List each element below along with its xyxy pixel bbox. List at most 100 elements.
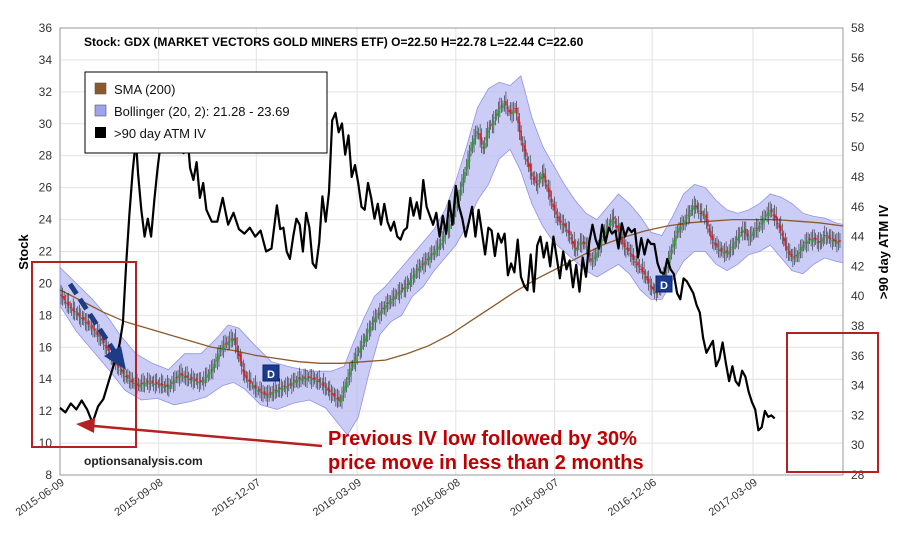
candle-body xyxy=(602,235,604,238)
y-tick-label: 18 xyxy=(39,308,53,322)
y2-tick-label: 40 xyxy=(851,289,865,303)
candle-body xyxy=(763,217,765,223)
candle-body xyxy=(700,211,703,215)
candle-body xyxy=(409,280,412,285)
candle-body xyxy=(365,335,368,341)
candle-body xyxy=(230,338,232,340)
candle-body xyxy=(272,391,275,393)
candle-body xyxy=(634,261,636,263)
candle-body xyxy=(348,372,351,377)
candle-body xyxy=(436,247,439,249)
candle-body xyxy=(158,384,161,387)
candle-body xyxy=(204,377,207,379)
y-tick-label: 36 xyxy=(39,21,53,35)
candle-body xyxy=(289,383,292,385)
candle-body xyxy=(496,113,498,117)
candle-body xyxy=(266,394,269,398)
candle-body xyxy=(561,224,563,226)
candle-body xyxy=(248,379,251,382)
candle-body xyxy=(168,386,170,389)
candle-body xyxy=(625,248,627,250)
candle-body xyxy=(356,354,358,358)
candle-body xyxy=(142,382,144,384)
candle-body xyxy=(152,383,155,385)
candle-body xyxy=(682,222,685,225)
candle-body xyxy=(738,234,741,238)
y2-tick-label: 42 xyxy=(851,259,865,273)
candle-body xyxy=(433,250,436,256)
candle-body xyxy=(325,389,328,391)
candle-body xyxy=(303,376,305,379)
candle-body xyxy=(104,344,106,346)
candle-body xyxy=(321,384,324,386)
candle-body xyxy=(489,124,492,126)
candle-body xyxy=(407,282,410,286)
candle-body xyxy=(243,370,246,377)
candle-body xyxy=(275,390,278,393)
candle-body xyxy=(564,223,566,228)
candle-body xyxy=(591,260,594,263)
candle-body xyxy=(638,265,641,267)
candle-body xyxy=(370,326,372,332)
candle-body xyxy=(530,172,533,177)
candle-body xyxy=(330,393,333,395)
candle-body xyxy=(73,310,76,313)
candle-body xyxy=(127,374,129,379)
candle-body xyxy=(429,256,431,261)
candle-body xyxy=(697,210,700,212)
candle-body xyxy=(464,171,466,179)
candle-body xyxy=(550,198,553,203)
candle-body xyxy=(209,371,211,374)
candle-body xyxy=(233,339,235,341)
candle-body xyxy=(533,176,536,181)
candle-body xyxy=(559,220,562,223)
candle-body xyxy=(263,391,266,395)
candle-body xyxy=(260,391,263,393)
candle-body xyxy=(216,357,219,362)
candle-body xyxy=(432,252,434,255)
candle-body xyxy=(687,214,689,217)
candle-body xyxy=(749,236,752,238)
y-tick-label: 30 xyxy=(39,117,53,131)
candle-body xyxy=(754,229,756,232)
candle-body xyxy=(262,393,264,395)
candle-body xyxy=(394,295,396,300)
candle-body xyxy=(309,376,311,378)
candle-body xyxy=(389,300,392,305)
candle-body xyxy=(403,287,406,291)
candle-body xyxy=(253,385,255,388)
candle-body xyxy=(417,269,419,271)
candle-body xyxy=(600,239,603,246)
candle-body xyxy=(75,313,78,315)
candle-body xyxy=(690,209,692,212)
candle-body xyxy=(184,375,187,378)
highlight-box-right xyxy=(786,332,879,473)
candle-body xyxy=(770,209,773,213)
legend-box xyxy=(84,71,328,154)
candle-body xyxy=(213,363,216,369)
candle-body xyxy=(713,242,715,244)
candle-body xyxy=(711,235,714,241)
candle-body xyxy=(324,386,327,388)
candle-body xyxy=(779,225,782,232)
candle-body xyxy=(555,211,557,215)
candle-body xyxy=(78,313,81,317)
candle-body xyxy=(581,242,583,245)
candle-body xyxy=(315,380,317,382)
candle-body xyxy=(535,180,538,184)
candle-body xyxy=(342,390,345,393)
candle-body xyxy=(250,380,252,384)
candle-body xyxy=(148,382,150,385)
candle-body xyxy=(406,283,409,285)
candle-body xyxy=(193,380,196,382)
candle-body xyxy=(547,187,550,193)
candle-body xyxy=(757,227,759,231)
candle-body xyxy=(239,353,242,362)
candle-body xyxy=(165,385,167,387)
candle-body xyxy=(473,138,475,145)
candle-body xyxy=(468,153,471,162)
candle-body xyxy=(500,105,503,107)
candle-body xyxy=(80,317,82,319)
candle-body xyxy=(590,258,592,262)
